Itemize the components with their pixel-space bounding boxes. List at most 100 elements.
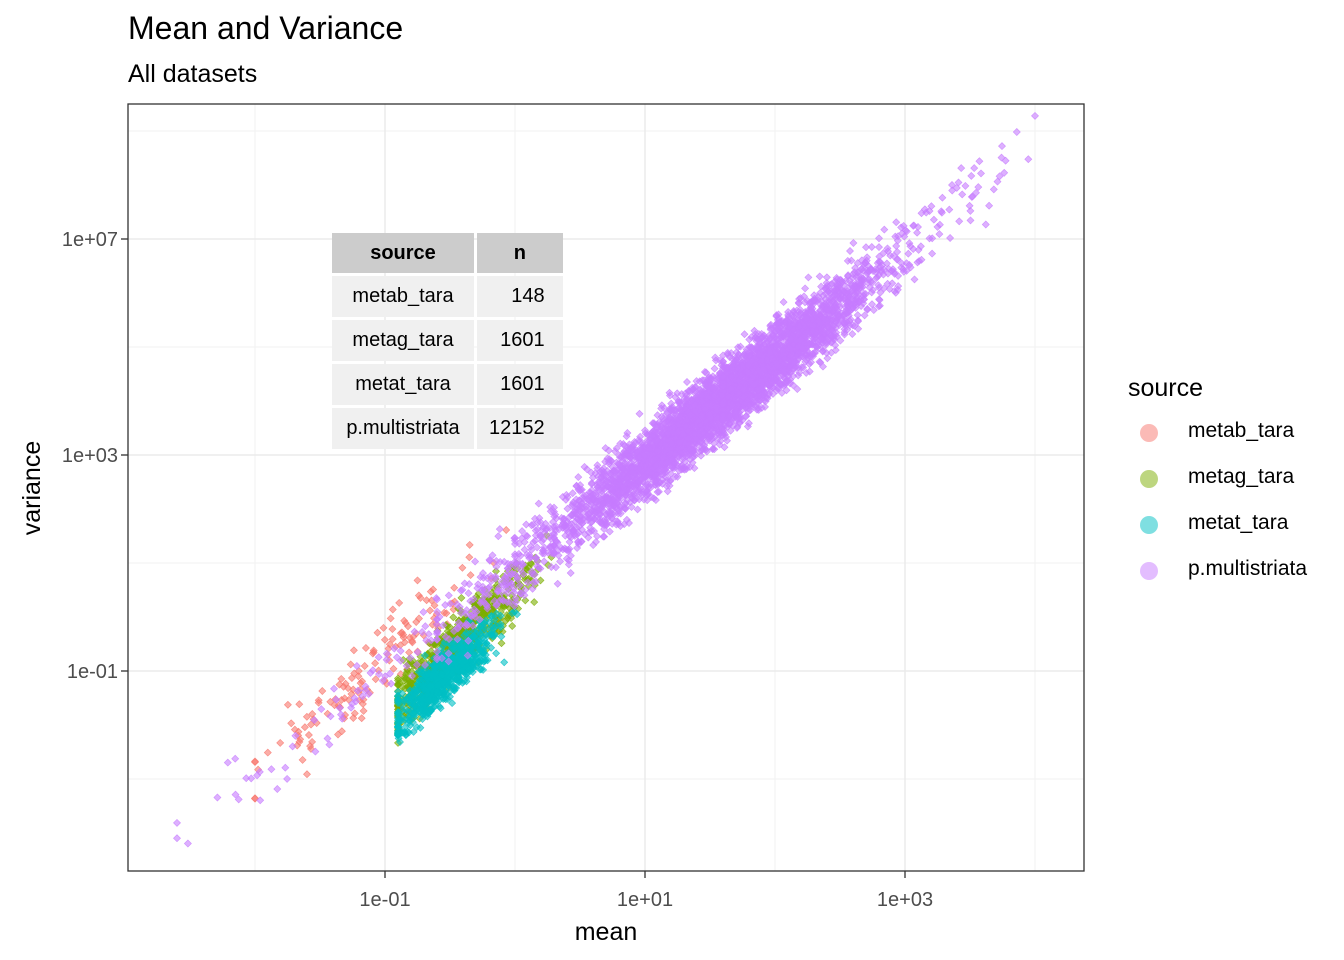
- data-point-p-multistriata: [868, 300, 876, 309]
- data-point-metab-tara: [298, 755, 307, 764]
- data-point-p-multistriata: [880, 225, 889, 234]
- data-point-metab-tara: [334, 730, 342, 739]
- data-point-metab-tara: [307, 720, 315, 729]
- chart-title: Mean and Variance: [128, 10, 404, 46]
- data-point-metab-tara: [300, 723, 309, 732]
- data-point-metab-tara: [379, 623, 388, 632]
- data-point-metab-tara: [251, 758, 259, 767]
- data-point-metab-tara: [371, 675, 380, 684]
- data-point-metab-tara: [380, 635, 389, 644]
- data-point-metab-tara: [287, 719, 296, 728]
- data-point-metag-tara: [497, 639, 506, 648]
- data-point-metab-tara: [295, 700, 304, 709]
- data-point-metag-tara: [457, 593, 466, 602]
- data-point-metab-tara: [303, 770, 311, 779]
- data-point-metag-tara: [530, 598, 539, 607]
- data-point-p-multistriata: [815, 272, 824, 281]
- data-point-metab-tara: [388, 635, 397, 644]
- data-point-metag-tara: [508, 622, 517, 630]
- data-point-metab-tara: [389, 664, 398, 673]
- data-point-metag-tara: [394, 680, 402, 689]
- data-point-metab-tara: [263, 748, 272, 757]
- data-point-metab-tara: [430, 601, 439, 610]
- data-point-metab-tara: [360, 662, 369, 670]
- data-point-metab-tara: [396, 629, 405, 638]
- data-point-metat-tara: [500, 658, 509, 667]
- data-point-metab-tara: [340, 694, 349, 703]
- data-point-metab-tara: [442, 609, 451, 618]
- data-point-p-multistriata: [853, 311, 862, 320]
- data-point-metag-tara: [521, 596, 530, 605]
- data-point-metab-tara: [458, 563, 467, 572]
- data-point-metab-tara: [358, 677, 367, 686]
- data-point-metab-tara: [349, 646, 358, 655]
- data-point-p-multistriata: [910, 275, 919, 284]
- data-point-metab-tara: [373, 628, 382, 637]
- data-point-metab-tara: [465, 553, 474, 562]
- data-point-metab-tara: [422, 596, 431, 605]
- data-point-p-multistriata: [904, 249, 913, 258]
- data-point-metab-tara: [405, 633, 414, 642]
- data-point-metab-tara: [369, 646, 378, 655]
- data-point-metab-tara: [396, 641, 405, 650]
- data-point-metab-tara: [414, 591, 423, 600]
- data-point-p-multistriata: [801, 284, 810, 293]
- data-point-metab-tara: [450, 583, 459, 592]
- data-point-metab-tara: [276, 738, 285, 747]
- data-point-metab-tara: [388, 625, 397, 634]
- data-point-metag-tara: [449, 613, 458, 622]
- data-point-p-multistriata: [946, 234, 955, 242]
- data-point-metab-tara: [314, 696, 323, 705]
- data-point-metab-tara: [339, 682, 348, 691]
- data-point-p-multistriata: [804, 273, 813, 282]
- data-point-metab-tara: [308, 737, 317, 746]
- data-point-metab-tara: [502, 526, 511, 534]
- data-point-metab-tara: [426, 606, 434, 615]
- chart-subtitle: All datasets: [128, 60, 258, 88]
- data-point-p-multistriata: [710, 364, 719, 373]
- data-point-metab-tara: [304, 731, 313, 739]
- data-point-metab-tara: [318, 687, 327, 695]
- data-point-metab-tara: [428, 620, 437, 629]
- data-point-metab-tara: [426, 587, 435, 596]
- data-point-metab-tara: [296, 735, 305, 744]
- data-point-p-multistriata: [683, 378, 691, 386]
- data-point-metab-tara: [337, 674, 346, 683]
- data-point-metab-tara: [359, 706, 368, 715]
- data-point-p-multistriata: [848, 330, 857, 338]
- data-point-metab-tara: [408, 638, 417, 647]
- data-point-metab-tara: [400, 638, 409, 647]
- data-point-metab-tara: [326, 697, 335, 706]
- data-point-metab-tara: [465, 540, 474, 549]
- data-point-p-multistriata: [779, 298, 788, 307]
- data-point-metab-tara: [371, 659, 380, 668]
- data-point-metab-tara: [388, 605, 397, 614]
- data-point-metab-tara: [415, 614, 423, 623]
- data-point-metab-tara: [361, 644, 370, 652]
- data-point-metab-tara: [466, 571, 475, 580]
- data-point-p-multistriata: [574, 473, 583, 482]
- data-point-metab-tara: [350, 709, 359, 718]
- data-point-metab-tara: [413, 576, 422, 585]
- data-point-metab-tara: [404, 622, 412, 631]
- data-point-metab-tara: [400, 616, 409, 625]
- data-point-metab-tara: [405, 648, 414, 657]
- data-point-metab-tara: [308, 710, 317, 718]
- data-point-p-multistriata: [935, 230, 944, 239]
- data-point-metab-tara: [357, 714, 366, 723]
- data-point-metag-tara: [492, 567, 500, 576]
- data-point-p-multistriata: [846, 247, 854, 255]
- data-point-p-multistriata: [849, 239, 858, 247]
- data-point-p-multistriata: [740, 330, 749, 339]
- data-point-metab-tara: [283, 700, 292, 709]
- data-point-metab-tara: [386, 614, 395, 623]
- data-point-metab-tara: [350, 669, 359, 678]
- data-point-p-multistriata: [867, 243, 876, 251]
- data-point-metab-tara: [302, 712, 311, 721]
- major-gridlines: [128, 104, 1084, 871]
- data-point-metab-tara: [395, 598, 404, 607]
- data-points: [173, 111, 1039, 848]
- data-point-metab-tara: [346, 660, 355, 669]
- data-point-metab-tara: [385, 640, 394, 649]
